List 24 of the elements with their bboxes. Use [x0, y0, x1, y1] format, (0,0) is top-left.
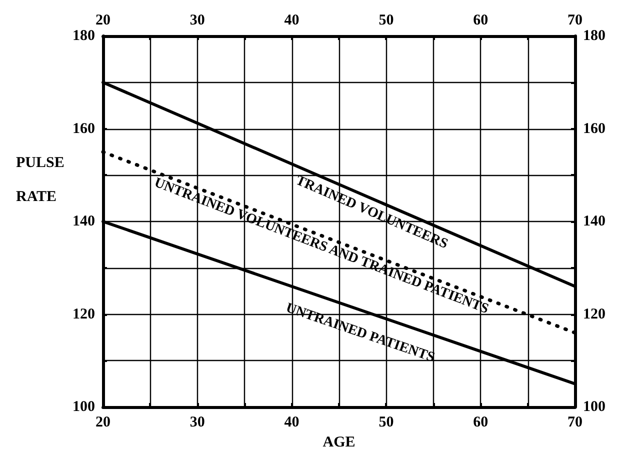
- x2-tick-label: 60: [473, 12, 488, 28]
- x-tick-label: 70: [568, 414, 582, 430]
- x2-tick-label: 20: [96, 12, 110, 28]
- y-tick-label: 140: [72, 214, 95, 230]
- y2-tick-label: 120: [583, 306, 606, 322]
- x2-tick-label: 30: [190, 12, 205, 28]
- y2-tick-label: 180: [583, 28, 606, 44]
- x-tick-label: 60: [473, 414, 488, 430]
- x-tick-label: 40: [284, 414, 300, 430]
- y2-tick-label: 160: [583, 120, 606, 137]
- y2-tick-label: 100: [583, 399, 606, 415]
- y-tick-label: 100: [72, 399, 95, 415]
- x-tick-label: 20: [96, 414, 110, 430]
- x-tick-label: 50: [378, 414, 394, 430]
- x2-tick-label: 70: [568, 12, 582, 28]
- x2-tick-label: 50: [378, 12, 394, 28]
- text: PULSE RATE: [16, 155, 64, 205]
- x-axis-title: AGE: [322, 434, 356, 450]
- y-tick-label: 160: [72, 120, 95, 137]
- y-tick-label: 120: [72, 306, 95, 322]
- x2-tick-label: 40: [284, 12, 300, 28]
- y2-tick-label: 140: [583, 214, 606, 230]
- x-tick-label: 30: [190, 414, 205, 430]
- y-tick-label: 180: [72, 28, 95, 44]
